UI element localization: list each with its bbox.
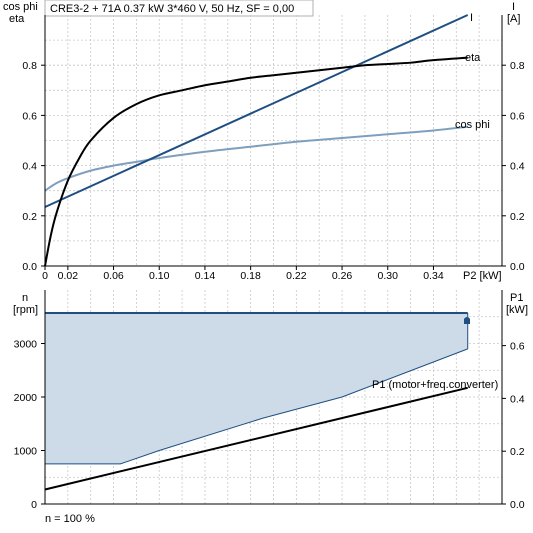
bottom-left-axis-label-2: [rpm] bbox=[13, 304, 38, 316]
top-left-axis-label-2: eta bbox=[9, 13, 25, 25]
top-left-axis-label-1: cos phi bbox=[3, 1, 38, 13]
series-lines bbox=[44, 14, 469, 491]
top-y-tick-label: 0.2 bbox=[22, 211, 37, 223]
label-current: I bbox=[470, 12, 473, 24]
bottom-y-right-tick-label: 0.6 bbox=[510, 341, 525, 353]
top-x-tick-label: 0 bbox=[42, 270, 48, 282]
series-line-p1 bbox=[44, 386, 468, 491]
top-y-right-tick-label: 0.2 bbox=[510, 211, 525, 223]
axes bbox=[41, 15, 506, 505]
header-box bbox=[44, 0, 314, 17]
top-y-right-tick-label: 0.8 bbox=[510, 60, 525, 72]
bottom-y-tick-label: 3000 bbox=[14, 339, 38, 351]
top-x-tick-label: 0.02 bbox=[58, 270, 79, 282]
top-x-axis-label: P2 [kW] bbox=[463, 270, 502, 282]
top-x-tick-label: 0.26 bbox=[332, 270, 353, 282]
top-grid bbox=[45, 15, 502, 266]
header-title: CRE3-2 + 71A 0.37 kW 3*460 V, 50 Hz, SF … bbox=[50, 3, 294, 15]
top-y-tick-label: 0.6 bbox=[22, 110, 37, 122]
top-right-axis-label-2: [A] bbox=[507, 13, 520, 25]
bottom-y-right-tick-label: 0.4 bbox=[510, 393, 525, 405]
bottom-right-axis-label-1: P1 bbox=[510, 292, 523, 304]
speed-range-area bbox=[45, 313, 468, 464]
top-y-tick-label: 0.0 bbox=[22, 261, 37, 273]
series-line-eta bbox=[44, 56, 468, 267]
bottom-y-tick-label: 1000 bbox=[14, 446, 38, 458]
speed-marker-icon bbox=[464, 317, 470, 324]
top-x-tick-label: 0.18 bbox=[240, 270, 261, 282]
series-line-nmin bbox=[45, 348, 468, 465]
top-x-tick-label: 0.30 bbox=[378, 270, 399, 282]
bottom-y-right-tick-label: 0.2 bbox=[510, 446, 525, 458]
bottom-right-axis-label-2: [kW] bbox=[506, 304, 528, 316]
tick-labels: 0 0.02 0.06 0.10 0.14 0.18 0.22 0.26 0.30 0.34 0.0… bbox=[14, 60, 525, 511]
bottom-y-tick-label: 2000 bbox=[14, 392, 38, 404]
top-x-tick-label: 0.22 bbox=[286, 270, 307, 282]
series-line-cosphi bbox=[44, 125, 468, 192]
label-cosphi: cos phi bbox=[455, 119, 490, 131]
top-y-tick-label: 0.8 bbox=[22, 60, 37, 72]
top-x-tick-label: 0.06 bbox=[103, 270, 124, 282]
top-y-tick-label: 0.4 bbox=[22, 161, 37, 173]
top-x-tick-label: 0.10 bbox=[149, 270, 170, 282]
bottom-y-tick-label: 0 bbox=[31, 499, 37, 511]
top-y-right-tick-label: 0.6 bbox=[510, 110, 525, 122]
top-y-right-tick-label: 0.0 bbox=[510, 261, 525, 273]
series-line-current bbox=[44, 14, 469, 208]
bottom-y-right-tick-label: 0.0 bbox=[510, 499, 525, 511]
top-right-axis-label-1: I bbox=[512, 1, 515, 13]
label-p1: P1 (motor+freq.converter) bbox=[372, 379, 498, 391]
top-x-tick-label: 0.14 bbox=[195, 270, 216, 282]
top-y-right-tick-label: 0.4 bbox=[510, 161, 525, 173]
label-eta: eta bbox=[465, 52, 481, 64]
bottom-footer-label: n = 100 % bbox=[45, 513, 95, 525]
bottom-left-axis-label-1: n bbox=[22, 292, 28, 304]
top-x-tick-label: 0.34 bbox=[423, 270, 444, 282]
